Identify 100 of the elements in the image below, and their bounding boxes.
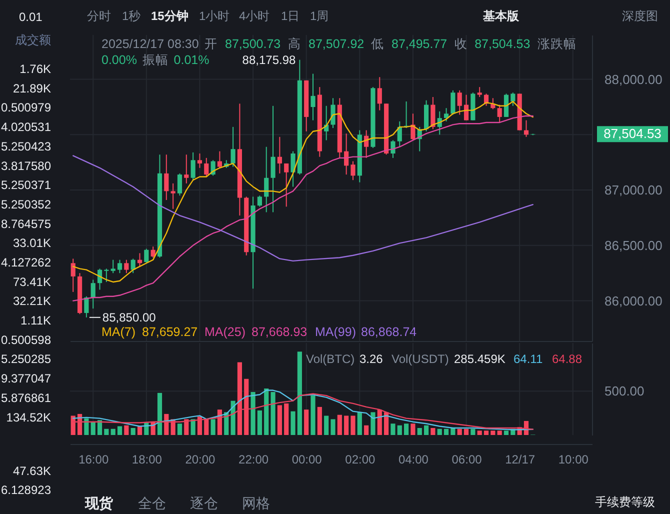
- bar: [257, 410, 262, 435]
- bar: [330, 419, 336, 435]
- annotation: 87,659.27: [142, 325, 198, 339]
- annotation: 87,500.73: [225, 37, 281, 51]
- text: 47.63K: [12, 464, 51, 478]
- annotation: 285.459K: [454, 352, 506, 366]
- x-tick-label: 16:00: [78, 452, 109, 466]
- text: 5.250371: [0, 178, 52, 192]
- candlestick: [510, 92, 516, 106]
- text: 1小时: [199, 9, 230, 23]
- candlestick: [204, 157, 209, 178]
- bar: [384, 412, 389, 435]
- candlestick: [277, 136, 282, 174]
- candlestick: [330, 98, 336, 129]
- annotation: 高: [288, 36, 301, 51]
- candlestick: [377, 76, 382, 111]
- text: MA(25): [204, 325, 246, 339]
- line-series: [72, 155, 534, 262]
- annotation: 3.26: [360, 352, 384, 366]
- bar: [290, 411, 296, 435]
- annotation: 87,668.93: [252, 325, 308, 339]
- text: 网格: [242, 495, 270, 511]
- bar: [264, 388, 269, 435]
- annotation: 振幅: [142, 53, 168, 67]
- candlestick: [290, 150, 296, 188]
- candlestick: [110, 259, 116, 274]
- candlestick: [90, 279, 96, 310]
- y-tick-label: 88,000.00: [604, 72, 662, 87]
- text: 逐仓: [190, 495, 218, 511]
- text: 73.41K: [12, 274, 51, 289]
- bar: [250, 392, 256, 435]
- bar: [190, 419, 196, 435]
- candlestick: [350, 160, 356, 181]
- candlestick: [524, 120, 529, 138]
- annotation: 涨跌幅: [537, 37, 576, 51]
- annotation: 低: [371, 37, 384, 51]
- candlestick: [230, 126, 236, 168]
- bar: [284, 403, 289, 435]
- text: 5.250423: [0, 139, 52, 154]
- text: 32.21K: [12, 294, 51, 308]
- bar: [430, 428, 436, 435]
- bar: [370, 412, 376, 435]
- x-tick-label: 06:00: [452, 452, 482, 466]
- bar: [424, 425, 429, 435]
- bar: [457, 428, 462, 435]
- text: 分时: [87, 9, 111, 23]
- bar: [277, 405, 282, 435]
- bar: [377, 410, 382, 435]
- annotation: 85,850.00: [102, 310, 156, 324]
- annotation: 开: [204, 37, 218, 51]
- bar: [397, 425, 402, 435]
- y-tick-label: 86,500.00: [604, 238, 662, 253]
- candlestick: [197, 153, 202, 168]
- annotation: 87,504.53: [474, 37, 530, 51]
- candlestick: [130, 258, 136, 274]
- bar: [350, 416, 356, 435]
- text: 1秒: [122, 9, 141, 23]
- candlestick: [84, 296, 89, 318]
- annotation: 86,868.74: [361, 325, 417, 339]
- text: 成交额: [15, 33, 51, 47]
- x-tick-label: 22:00: [238, 452, 269, 466]
- candlestick: [184, 154, 189, 184]
- text: 33.01K: [12, 236, 51, 250]
- text: MA(99): [315, 325, 356, 339]
- text: 4小时: [239, 9, 270, 23]
- candlestick: [257, 195, 262, 208]
- bar: [337, 414, 342, 435]
- annotation: 88,175.98: [242, 52, 296, 67]
- y-tick-label: 500.00: [604, 384, 644, 399]
- bar: [110, 428, 116, 435]
- candlestick: [497, 104, 502, 123]
- bar: [444, 428, 449, 435]
- text: 1日: [281, 9, 300, 23]
- bar: [497, 430, 502, 435]
- bar: [477, 430, 482, 435]
- text: 8.764575: [0, 216, 52, 231]
- text: 基本版: [482, 9, 520, 23]
- bar: [404, 424, 409, 435]
- x-tick-label: 12/17: [505, 452, 536, 466]
- bar: [317, 406, 322, 435]
- text: 134.52K: [6, 410, 51, 424]
- bar: [230, 400, 236, 435]
- y-tick-label: 87,000.00: [604, 182, 662, 198]
- bar: [137, 426, 142, 435]
- bar: [417, 428, 422, 435]
- y-tick-label: 86,000.00: [604, 293, 662, 308]
- bar: [124, 425, 129, 435]
- text: 1.76K: [20, 62, 51, 76]
- text: 5.876861: [0, 391, 52, 405]
- text: 15分钟: [151, 9, 188, 23]
- text: 3.817580: [0, 158, 52, 173]
- bar: [97, 420, 102, 435]
- x-tick-label: 04:00: [398, 452, 429, 466]
- text: 0.500598: [0, 332, 52, 347]
- candlestick: [117, 259, 122, 274]
- bar: [437, 428, 442, 435]
- candlestick: [397, 120, 402, 148]
- bar: [410, 424, 416, 435]
- x-tick-label: 18:00: [132, 452, 162, 466]
- annotation: 87,495.77: [392, 37, 448, 51]
